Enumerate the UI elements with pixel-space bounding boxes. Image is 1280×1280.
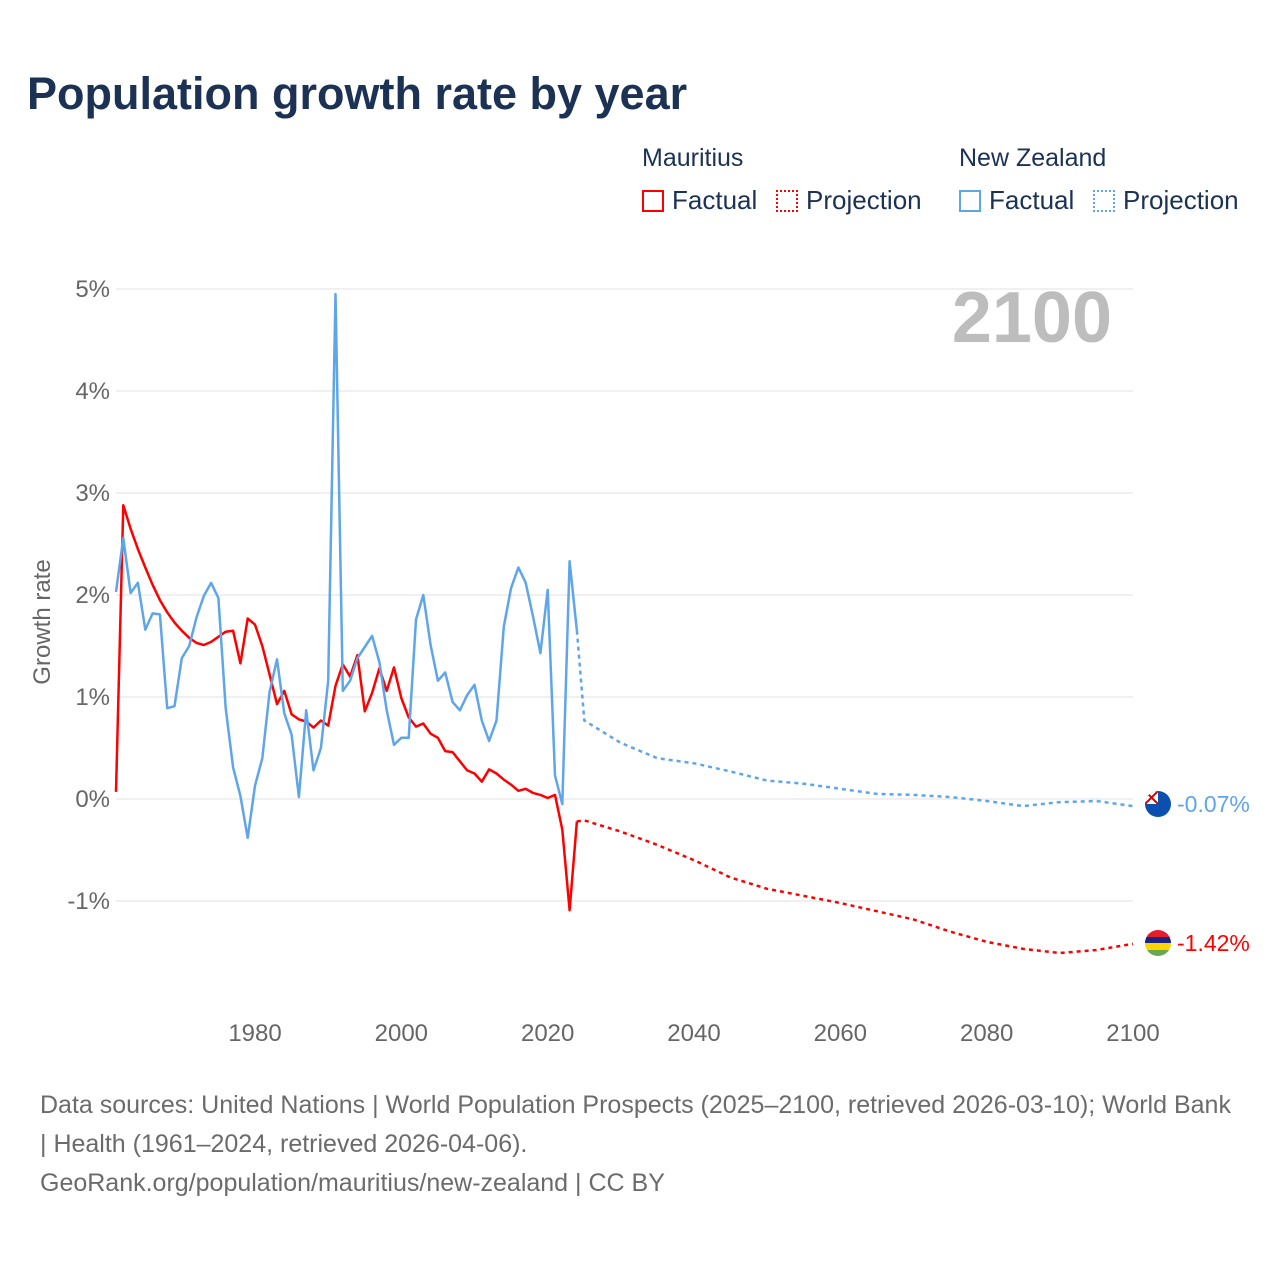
x-tick-label: 2020 bbox=[521, 1020, 574, 1047]
x-tick-label: 2040 bbox=[667, 1020, 720, 1047]
data-sources: Data sources: United Nations | World Pop… bbox=[40, 1091, 1231, 1158]
year-label: 2100 bbox=[952, 278, 1112, 358]
y-tick-label: 5% bbox=[75, 276, 110, 303]
x-tick-label: 1980 bbox=[228, 1020, 281, 1047]
x-tick-label: 2060 bbox=[814, 1020, 867, 1047]
legend-mauritius-projection[interactable]: Projection bbox=[776, 185, 922, 216]
legend-swatch-solid bbox=[642, 189, 664, 212]
legend-nz-projection[interactable]: Projection bbox=[1093, 185, 1239, 216]
legend-label: Projection bbox=[1123, 185, 1239, 215]
legend-swatch-solid bbox=[959, 189, 981, 212]
x-tick-label: 2000 bbox=[375, 1020, 428, 1047]
y-tick-label: 0% bbox=[75, 786, 110, 813]
new-zealand-flag-icon bbox=[1145, 791, 1171, 817]
mauritius-end-label: -1.42% bbox=[1177, 930, 1250, 956]
new-zealand-projection-line bbox=[575, 630, 1134, 808]
y-tick-label: -1% bbox=[67, 888, 110, 915]
page-title: Population growth rate by year bbox=[27, 68, 688, 119]
legend-mauritius-factual[interactable]: Factual bbox=[642, 185, 757, 216]
nz-end-label: -0.07% bbox=[1177, 791, 1250, 817]
mauritius-flag-icon bbox=[1145, 930, 1171, 956]
legend-group-mauritius: Mauritius bbox=[642, 144, 744, 172]
x-tick-label: 2100 bbox=[1106, 1020, 1159, 1047]
y-tick-label: 4% bbox=[75, 378, 110, 405]
footer: Data sources: United Nations | World Pop… bbox=[40, 1086, 1240, 1203]
legend-swatch-dotted bbox=[776, 189, 798, 212]
legend-label: Factual bbox=[672, 185, 758, 215]
legend-swatch-dotted bbox=[1093, 189, 1115, 212]
mauritius-projection-line bbox=[576, 819, 1134, 955]
source-link[interactable]: GeoRank.org/population/mauritius/new-zea… bbox=[40, 1169, 665, 1197]
legend-nz-factual[interactable]: Factual bbox=[959, 185, 1074, 216]
legend-group-new-zealand: New Zealand bbox=[959, 144, 1107, 172]
y-tick-label: 3% bbox=[75, 480, 110, 507]
legend-label: Factual bbox=[989, 185, 1075, 215]
x-tick-label: 2080 bbox=[960, 1020, 1013, 1047]
mauritius-factual-line bbox=[114, 503, 579, 912]
y-tick-label: 1% bbox=[75, 684, 110, 711]
legend-label: Projection bbox=[806, 185, 922, 215]
y-tick-label: 2% bbox=[75, 582, 110, 609]
new-zealand-factual-line bbox=[114, 292, 579, 840]
y-axis-label: Growth rate bbox=[29, 559, 56, 684]
